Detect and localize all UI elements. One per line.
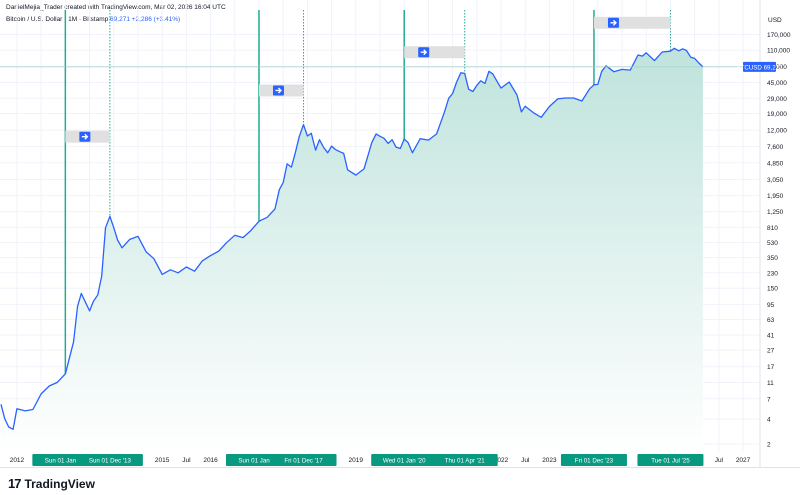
arrow-band bbox=[404, 46, 465, 59]
vertical-marker-label: Thu 01 Apr '21 bbox=[445, 458, 486, 465]
currency-label: USD bbox=[768, 17, 782, 24]
y-tick-label: 12,000 bbox=[767, 128, 787, 135]
x-tick-label: 2027 bbox=[736, 457, 751, 464]
y-tick-label: 110,000 bbox=[767, 48, 790, 55]
vertical-marker-label: Sun 01 Jan '13 bbox=[45, 458, 87, 465]
price-label: BTCUSD 69,271 bbox=[736, 64, 783, 71]
x-tick-label: 2016 bbox=[203, 457, 218, 464]
y-tick-label: 41 bbox=[767, 332, 775, 339]
vertical-marker-label: Tue 01 Jul '25 bbox=[651, 458, 690, 465]
x-axis: 2012Jul2013Jul2014Jul2015Jul2016Jul2017J… bbox=[10, 454, 751, 466]
x-tick-label: 2015 bbox=[155, 457, 170, 464]
y-tick-label: 810 bbox=[767, 225, 778, 232]
arrow-markers bbox=[65, 16, 671, 143]
y-tick-label: 95 bbox=[767, 302, 775, 309]
y-tick-label: 17 bbox=[767, 364, 775, 371]
y-tick-label: 230 bbox=[767, 270, 778, 277]
price-change: +2,286 (+3.41%) bbox=[131, 16, 181, 23]
price-line bbox=[0, 47, 704, 430]
y-tick-label: 29,000 bbox=[767, 96, 787, 103]
vertical-marker-label: Wed 01 Jan '20 bbox=[383, 458, 426, 465]
y-tick-label: 11 bbox=[767, 380, 774, 387]
chart-creator-credit: DanielMejia_Trader created with TradingV… bbox=[6, 4, 226, 11]
vertical-marker-label-bg bbox=[637, 454, 704, 466]
y-tick-label: 7,600 bbox=[767, 144, 784, 151]
vertical-marker-label: Sun 01 Dec '13 bbox=[89, 458, 132, 465]
y-tick-label: 1,250 bbox=[767, 209, 784, 216]
x-tick-label: 2023 bbox=[542, 457, 557, 464]
x-tick-label: Jul bbox=[182, 457, 191, 464]
y-tick-label: 45,000 bbox=[767, 80, 787, 87]
arrow-glyph bbox=[81, 133, 89, 140]
vertical-marker-label: Sun 01 Jan '17 bbox=[238, 458, 280, 465]
y-tick-label: 1,950 bbox=[767, 193, 784, 200]
footer: 17 TradingView bbox=[0, 467, 800, 495]
y-tick-label: 150 bbox=[767, 286, 778, 293]
y-tick-label: 350 bbox=[767, 255, 778, 262]
price-area bbox=[0, 47, 760, 453]
y-tick-label: 4 bbox=[767, 416, 771, 423]
tradingview-wordmark: TradingView bbox=[24, 476, 95, 491]
vertical-marker-label-bg bbox=[76, 454, 143, 466]
y-tick-label: 170,000 bbox=[767, 32, 791, 39]
price-label-group: BTCUSD 69,271 bbox=[736, 61, 783, 72]
symbol-legend: Bitcoin / U.S. Dollar · 1M · Bitstamp 69… bbox=[6, 16, 180, 23]
vertical-marker-label: Fri 01 Dec '17 bbox=[284, 458, 323, 465]
y-tick-label: 19,000 bbox=[767, 111, 787, 118]
y-axis: 170,000 110,000 70,000 45,000 29,000 19,000 12… bbox=[759, 0, 791, 467]
vertical-marker-label-bg bbox=[560, 454, 627, 466]
y-tick-label: 63 bbox=[767, 317, 775, 324]
x-tick-label: 2019 bbox=[349, 457, 364, 464]
y-tick-label: 2 bbox=[767, 441, 771, 448]
vertical-marker-label-bg bbox=[371, 454, 438, 466]
vertical-marker-label-bg bbox=[270, 454, 337, 466]
price-label-bg bbox=[743, 61, 776, 72]
y-tick-label: 3,050 bbox=[767, 177, 784, 184]
price-chart[interactable]: 170,000 110,000 70,000 45,000 29,000 19,000 12… bbox=[0, 0, 800, 467]
tradingview-logo[interactable]: 17 TradingView bbox=[8, 476, 95, 491]
y-tick-label: 530 bbox=[767, 240, 778, 247]
x-tick-label: Jul bbox=[521, 457, 530, 464]
last-value: 69,271 bbox=[110, 16, 130, 23]
x-tick-label: Jul bbox=[715, 457, 724, 464]
vertical-marker-label-bg bbox=[431, 454, 498, 466]
arrow-glyph bbox=[275, 87, 282, 94]
x-tick-label: 2022 bbox=[494, 457, 509, 464]
tradingview-icon: 17 bbox=[8, 476, 22, 491]
arrow-glyph bbox=[610, 19, 617, 26]
y-tick-label: 7 bbox=[767, 396, 771, 403]
y-tick-label: 70,000 bbox=[767, 64, 787, 71]
arrow-glyph bbox=[420, 49, 428, 56]
y-tick-label: 27 bbox=[767, 348, 775, 355]
x-tick-label: 2012 bbox=[10, 457, 25, 464]
symbol-name: Bitcoin / U.S. Dollar · 1M · Bitstamp bbox=[6, 16, 109, 23]
vertical-marker-label: Fri 01 Dec '23 bbox=[575, 458, 614, 465]
arrow-band bbox=[593, 16, 671, 29]
y-tick-label: 4,850 bbox=[767, 160, 784, 167]
area-fill bbox=[1, 48, 703, 453]
